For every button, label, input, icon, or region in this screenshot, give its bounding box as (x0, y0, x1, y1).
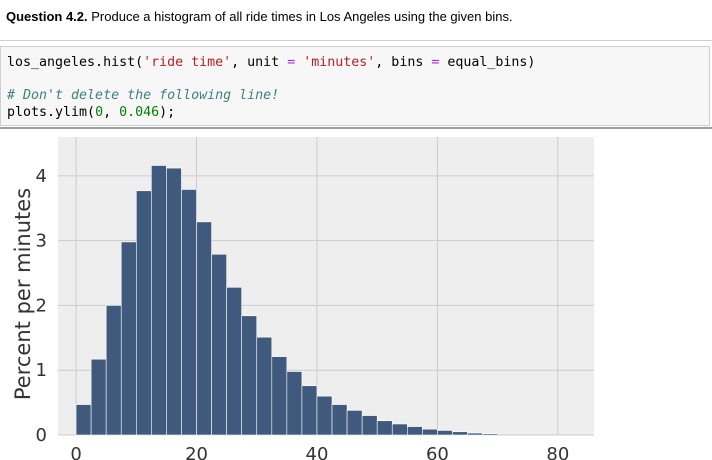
histogram-bars (75, 165, 498, 436)
histogram-bar (361, 415, 378, 436)
histogram-bar (166, 167, 182, 436)
histogram-bar (120, 241, 137, 436)
histogram-bar (452, 431, 468, 436)
question-heading: Question 4.2. Produce a histogram of all… (6, 9, 513, 24)
histogram-bar (271, 356, 288, 436)
x-tick-label: 0 (70, 444, 81, 460)
histogram-bar (181, 189, 197, 436)
histogram-bar (301, 385, 318, 436)
code-line-ylim[interactable]: plots.ylim(0, 0.046); (7, 105, 176, 120)
x-tick-labels: 0 20 40 60 80 (70, 444, 569, 460)
histogram-bar (346, 410, 363, 436)
histogram-chart: 0 20 40 60 80 0 1 2 3 4 Percent per minutes (11, 137, 594, 460)
x-tick-label: 80 (546, 444, 569, 460)
histogram-bar (482, 433, 498, 436)
y-tick-labels: 0 1 2 3 4 (36, 166, 47, 446)
divider (0, 40, 712, 41)
question-text: Produce a histogram of all ride times in… (91, 9, 513, 24)
histogram-bar (331, 404, 348, 436)
histogram-bar (316, 395, 333, 436)
histogram-bar (226, 286, 242, 436)
histogram-bar (196, 221, 212, 436)
histogram-bar (211, 253, 227, 436)
histogram-bar (467, 432, 483, 436)
x-tick-label: 60 (426, 444, 449, 460)
histogram-bar (256, 336, 273, 436)
histogram-bar (135, 190, 152, 436)
histogram-bar (407, 426, 423, 436)
histogram-bar (376, 420, 393, 436)
code-line-comment[interactable]: # Don't delete the following line! (7, 88, 280, 103)
y-tick-label: 2 (36, 295, 47, 316)
y-tick-label: 3 (36, 231, 47, 252)
code-cell[interactable]: los_angeles.hist('ride time', unit = 'mi… (0, 46, 710, 126)
histogram-bar (241, 315, 258, 436)
histogram-bar (437, 430, 453, 436)
x-tick-label: 20 (185, 444, 208, 460)
question-number: Question 4.2. (6, 9, 88, 24)
histogram-bar (391, 423, 408, 436)
histogram-bar (90, 358, 107, 436)
y-tick-label: 1 (36, 360, 47, 381)
histogram-bar (105, 305, 122, 436)
y-tick-label: 4 (36, 166, 47, 187)
x-tick-label: 40 (306, 444, 329, 460)
histogram-bar (286, 371, 303, 436)
histogram-bar (422, 428, 438, 436)
histogram-bar (75, 404, 92, 436)
code-line-hist[interactable]: los_angeles.hist('ride time', unit = 'mi… (7, 55, 536, 70)
histogram-bar (151, 165, 167, 436)
output-separator (0, 127, 712, 129)
y-tick-label: 0 (36, 425, 47, 446)
y-axis-label: Percent per minutes (11, 188, 35, 400)
